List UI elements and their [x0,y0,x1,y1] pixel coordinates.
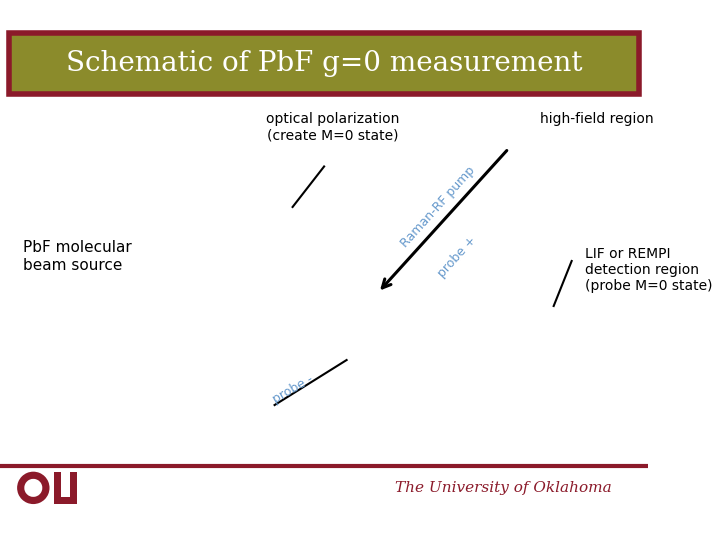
Bar [54,471,78,504]
Text: probe -: probe - [270,372,315,406]
Text: probe +: probe + [436,233,479,280]
Text: The University of Oklahoma: The University of Oklahoma [395,481,612,495]
Text: LIF or REMPI
detection region
(probe M=0 state): LIF or REMPI detection region (probe M=0… [585,247,713,293]
Text: Schematic of PbF g=0 measurement: Schematic of PbF g=0 measurement [66,50,582,77]
Text: PbF molecular
beam source: PbF molecular beam source [22,240,131,273]
Text: optical polarization
(create M=0 state): optical polarization (create M=0 state) [266,112,400,143]
Bar [61,464,71,497]
Text: Raman-RF pump: Raman-RF pump [399,164,478,250]
Text: high-field region: high-field region [540,112,654,126]
Bar [9,33,639,94]
